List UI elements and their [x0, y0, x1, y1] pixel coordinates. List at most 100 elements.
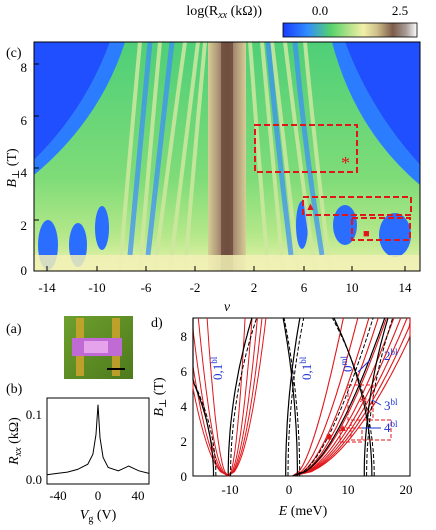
heatmap-blue-left-inner — [34, 42, 125, 175]
x-tick: 20 — [400, 482, 413, 497]
panel-d-ylabel: B⊥ (T) — [152, 377, 169, 417]
annotation-pointer — [357, 359, 371, 373]
panel-d-plot — [192, 317, 411, 477]
panel-a-label: (a) — [6, 322, 22, 337]
panel-c-xlabel: ν — [224, 300, 231, 315]
annotation: 2bl — [384, 347, 398, 363]
panel-c-xticks: -14 -10 -6 -2 2 6 10 14 — [38, 280, 412, 295]
colorbar: log(Rxx (kΩ)) 0.0 2.5 — [186, 3, 418, 38]
y-tick: 0 — [181, 469, 188, 484]
level-curve — [292, 317, 370, 477]
colorbar-tick-max: 2.5 — [392, 3, 408, 18]
level-curve — [292, 317, 386, 477]
x-tick: 2 — [251, 280, 258, 295]
x-tick: 6 — [301, 280, 308, 295]
annotation-pointer — [371, 399, 382, 406]
panel-b-frame — [46, 397, 150, 485]
x-tick: 0 — [286, 482, 293, 497]
x-tick: -2 — [190, 280, 201, 295]
marker-square: ■ — [326, 432, 332, 443]
heatmap-lobe — [379, 213, 411, 257]
level-curve — [230, 317, 258, 477]
level-curve — [192, 318, 229, 477]
x-tick: 40 — [132, 488, 145, 503]
level-curve — [292, 317, 344, 477]
colorbar-label: log(Rxx (kΩ)) — [186, 4, 262, 21]
heatmap-lobe — [296, 201, 308, 249]
y-tick: 0.0 — [26, 472, 42, 487]
y-tick: 0 — [21, 263, 28, 278]
y-tick: 8 — [181, 329, 188, 344]
device-photo-channel — [84, 341, 108, 353]
panel-d-xlabel: E (meV) — [278, 504, 328, 519]
level-curve — [197, 317, 229, 477]
level-curve — [363, 317, 389, 476]
annotation: 0,1bl — [298, 356, 314, 380]
panel-c-label: (c) — [6, 46, 22, 61]
level-curve — [227, 317, 267, 477]
x-tick: -10 — [88, 280, 105, 295]
panel-c-ylabel: B⊥ (T) — [5, 148, 22, 188]
panel-d: d) 0,1bl 0,1bl 0ml 2bl 3bl 4bl * ▲ ■ B⊥ … — [151, 316, 413, 519]
dashed-box — [350, 419, 392, 441]
y-tick: 0.1 — [26, 407, 42, 422]
panel-d-label: d) — [151, 316, 163, 331]
dashed-box-square — [351, 217, 411, 241]
x-tick: 10 — [342, 482, 355, 497]
level-curve — [292, 317, 379, 477]
y-tick: 4 — [181, 399, 188, 414]
marker-star: * — [359, 393, 368, 412]
annotation: 0,1bl — [209, 356, 225, 380]
panel-b: (b) Rxx (kΩ) Vg (V) -40 0 40 0.0 0.1 — [6, 382, 150, 525]
level-curve — [292, 318, 411, 477]
annotation: 4bl — [384, 419, 398, 435]
level-curve — [206, 317, 229, 477]
dashed-box-star — [254, 124, 358, 173]
level-curve — [292, 317, 374, 477]
level-curve — [282, 317, 298, 476]
x-tick: 10 — [346, 280, 359, 295]
level-curve — [227, 317, 263, 477]
heatmap-blue-right-inner — [332, 42, 420, 185]
level-curve — [292, 317, 402, 477]
panel-c-tickmarks — [34, 63, 406, 271]
y-tick: 8 — [21, 60, 28, 75]
colorbar-gradient — [282, 22, 418, 38]
x-tick: -6 — [141, 280, 152, 295]
marker-triangle: ▲ — [338, 423, 348, 434]
level-curve — [292, 317, 387, 477]
level-curve — [227, 317, 246, 477]
level-curve — [331, 317, 375, 476]
x-tick: 0 — [95, 488, 102, 503]
panel-b-plot — [46, 404, 150, 476]
annotation: 3bl — [384, 397, 398, 413]
marker-star: * — [341, 153, 350, 173]
y-tick: 4 — [21, 165, 28, 180]
panel-c-frame — [33, 41, 421, 272]
marker-triangle: ▲ — [305, 201, 316, 213]
panel-b-xlabel: Vg (V) — [80, 508, 117, 525]
level-curve — [227, 317, 253, 477]
dashed-box-triangle — [302, 196, 412, 216]
panel-b-ylabel: Rxx (kΩ) — [7, 417, 24, 466]
level-curve — [292, 317, 359, 477]
level-curve — [287, 317, 305, 476]
x-tick: -14 — [38, 280, 56, 295]
x-tick: -10 — [221, 482, 238, 497]
heatmap-stripes-blue — [127, 42, 325, 256]
marker-square: ■ — [363, 228, 370, 240]
level-curve — [292, 317, 395, 477]
colorbar-tick-min: 0.0 — [312, 3, 328, 18]
panel-c-yticks: 0 2 4 6 8 — [21, 60, 28, 278]
series-line — [46, 404, 150, 476]
annotation: 0ml — [339, 355, 355, 372]
panel-d-annotations: 0,1bl 0,1bl 0ml 2bl 3bl 4bl — [209, 347, 398, 435]
level-curve — [227, 317, 258, 477]
heatmap-blue-right — [345, 42, 420, 165]
level-curve — [192, 318, 217, 477]
heatmap-lobe — [95, 206, 109, 250]
panel-c: * ▲ ■ (c) B⊥ (T) ν -14 -10 -6 -2 2 6 10 … — [5, 41, 421, 315]
heatmap-bottom-band — [34, 255, 420, 271]
level-curve — [192, 318, 229, 477]
